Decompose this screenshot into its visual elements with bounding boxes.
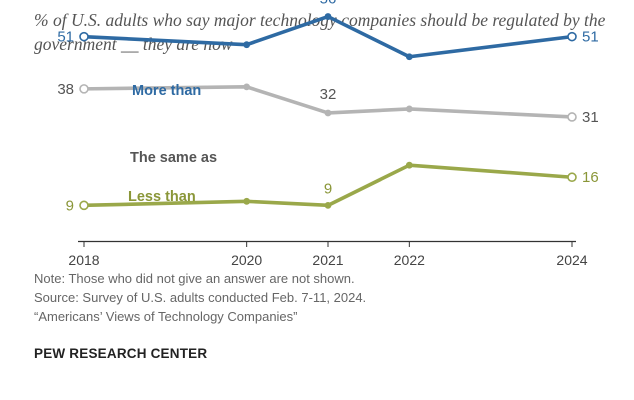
series-name-label: Less than [128, 189, 196, 205]
series-line [82, 14, 574, 59]
data-point [79, 31, 89, 42]
data-point [567, 31, 577, 42]
note-text: Note: Those who did not give an answer a… [34, 271, 355, 286]
x-axis: 2018 2020 2021 2022 2024 [68, 240, 588, 265]
series-name-label: The same as [130, 150, 217, 166]
x-tick-label: 2024 [556, 252, 587, 265]
line-chart: 2018 2020 2021 2022 2024 51 56 51 38 32 31 9 9 16 Mor… [57, 0, 598, 265]
data-labels: 51 56 51 38 32 31 9 9 16 More than The same as Less… [57, 0, 598, 214]
data-label: 56 [320, 0, 337, 8]
data-label: 16 [582, 169, 599, 186]
brand-name: PEW RESEARCH CENTER [34, 346, 208, 361]
data-label: 38 [57, 81, 74, 98]
data-point [405, 105, 413, 113]
data-point [567, 172, 577, 183]
data-point [79, 84, 89, 94]
data-point [567, 112, 577, 122]
series-lines [79, 13, 577, 211]
data-point [324, 201, 332, 209]
data-label: 9 [66, 197, 74, 214]
data-label: 51 [57, 29, 74, 46]
x-tick-label: 2022 [394, 252, 425, 265]
data-point [243, 41, 251, 49]
data-label: 32 [320, 86, 337, 103]
source-text: Source: Survey of U.S. adults conducted … [34, 290, 367, 305]
data-point [324, 109, 332, 117]
chart-notes: Note: Those who did not give an answer a… [34, 269, 614, 326]
series-name-label: More than [132, 83, 201, 99]
data-point [405, 53, 413, 61]
report-title: “Americans’ Views of Technology Companie… [34, 309, 298, 324]
x-tick-label: 2021 [312, 252, 343, 265]
data-point [243, 197, 251, 205]
data-point [405, 161, 413, 169]
data-point [79, 200, 89, 211]
data-point [324, 13, 332, 20]
data-label: 51 [582, 29, 599, 46]
x-tick-label: 2018 [68, 252, 99, 265]
x-tick-label: 2020 [231, 252, 262, 265]
data-label: 31 [582, 109, 599, 126]
data-label: 9 [324, 180, 332, 197]
data-point [243, 83, 251, 91]
